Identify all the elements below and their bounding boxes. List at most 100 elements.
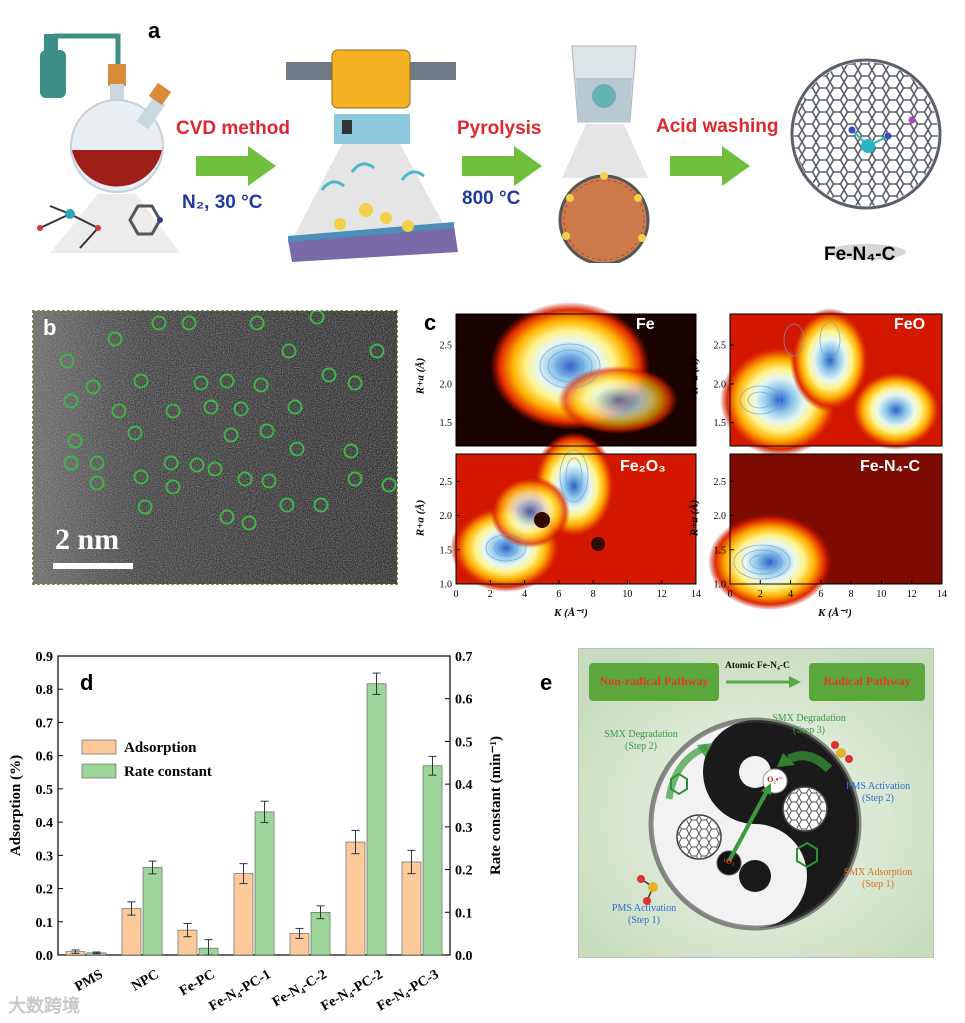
wavelet-map-fe [456,302,696,446]
watermark: 大数跨境 [8,996,80,1016]
c-ytick-label: 1.5 [440,418,453,429]
bar-rate-constant [254,811,275,956]
left-ytick-label: 0.2 [36,883,54,898]
bar-adsorption [345,841,366,956]
bar-adsorption [401,861,422,956]
wavelet-map-fe2o3 [450,432,696,592]
panel-d-chart: 0.0 0.1 0.2 0.3 0.4 0.5 0.6 0.7 0.8 0.9 0.0 0.1 0.2 0… [0,640,560,1023]
bar-rate-constant [366,683,387,956]
left-ytick-label: 0.9 [36,650,54,665]
right-ytick-label: 0.5 [455,735,473,750]
c-xlabel-right: K (Å⁻¹) [818,607,852,619]
left-axis-label: Adsorption (%) [8,755,24,856]
c-xtick-label: 8 [591,589,596,600]
c-ytick-label: 1.5 [440,545,453,556]
panel-letter-b: b [43,315,57,340]
category-label: NPC [129,967,161,994]
bar-chart: 0.0 0.1 0.2 0.3 0.4 0.5 0.6 0.7 0.8 0.9 0.0 0.1 0.2 0… [8,650,504,1015]
c-ytick-label: 2.5 [714,477,727,488]
c-ytick-label: 1.5 [714,545,727,556]
yin-yang-mechanism-diagram [579,649,933,957]
scale-bar [53,563,133,569]
flask-illustration [37,33,180,253]
c-xtick-label: 0 [728,589,733,600]
c-xtick-label: 12 [657,589,667,600]
category-label: PMS [72,967,105,995]
c-ylabel-bottom-left: R+a (Å) [414,499,427,537]
step3-method-label: Acid washing [656,116,779,137]
category-label: Fe-N₄-PC-2 [319,967,386,1014]
legend-label: Rate constant [124,764,212,780]
furnace-illustration [286,49,458,262]
wavelet-map-feo [720,308,942,456]
c-xtick-label: 4 [522,589,527,600]
legend-swatch [81,739,117,755]
c-xtick-label: 12 [907,589,917,600]
panel-letter-c: c [424,310,437,335]
right-ytick-label: 0.7 [455,650,473,665]
step3-arrow-icon [670,146,750,186]
c-ytick-label: 2.0 [714,379,727,390]
right-ytick-label: 0.1 [455,906,473,921]
left-ytick-label: 0.6 [36,750,54,765]
tem-micrograph [33,311,397,584]
step1-arrow-icon [196,146,276,186]
product-label: Fe-N₄-C [824,244,896,265]
c-xtick-label: 8 [849,589,854,600]
c-xtick-label: 6 [818,589,823,600]
c-ytick-label: 2.0 [440,511,453,522]
panel-b-tem-image: 2 nm b [32,310,398,585]
right-ytick-label: 0.0 [455,949,473,964]
legend-swatch [81,763,117,779]
left-ytick-label: 0.0 [36,949,54,964]
bar-adsorption [233,873,254,956]
bar-rate-constant [142,867,163,956]
smx-adsorption-step1-label: SMX Adsorption (Step 1) [843,867,913,890]
c-ytick-label: 1.0 [714,580,727,591]
step1-method-label: CVD method [176,118,290,139]
fullerene-cage-illustration [790,58,942,260]
pms-activation-step2-label: PMS Activation (Step 2) [845,781,911,804]
c-xtick-label: 10 [622,589,632,600]
c-ylabel-top-right: R+a (Å) [688,357,701,395]
smx-degradation-step3-label: SMX Degradation (Step 3) [772,713,846,736]
c-ytick-label: 2.5 [714,341,727,352]
c-xtick-label: 10 [876,589,886,600]
category-label: Fe-N₄-PC-1 [207,967,274,1014]
singlet-oxygen-species: ¹O₂ [723,857,735,866]
c-xtick-label: 2 [758,589,763,600]
c-ylabel-top-left: R+a (Å) [414,357,427,395]
left-ytick-label: 0.4 [36,816,54,831]
c-xtick-label: 4 [788,589,793,600]
right-ytick-label: 0.2 [455,864,473,879]
panel-a: a CVD method N₂, 30 °C [0,0,965,295]
map-label-feo: FeO [894,316,926,333]
map-label-fe2o3: Fe₂O₃ [620,458,666,475]
smx-degradation-step2-label: SMX Degradation (Step 2) [604,729,678,752]
right-ytick-label: 0.3 [455,821,473,836]
atomic-fe-n4-c-label: Atomic Fe-N₄-C [725,661,790,671]
panel-c: c [410,300,960,630]
left-ytick-label: 0.8 [36,683,54,698]
category-label: Fe-N₄-PC-3 [375,967,442,1014]
panel-letter-d: d [80,670,94,695]
right-ytick-label: 0.6 [455,693,473,708]
left-ytick-label: 0.7 [36,716,54,731]
c-ylabel-bottom-right: R+a (Å) [688,499,701,537]
bar-rate-constant [422,765,443,956]
step2-method-label: Pyrolysis [457,118,542,139]
c-xtick-label: 0 [454,589,459,600]
panel-e: Non-radical Pathway Radical Pathway Atom… [578,648,934,958]
c-xtick-label: 6 [556,589,561,600]
map-label-fe: Fe [636,316,655,333]
c-ytick-label: 2.0 [440,379,453,390]
category-label: Fe-PC [177,967,217,999]
panel-letter-e: e [540,670,553,695]
c-xtick-label: 14 [937,589,947,600]
c-xtick-label: 2 [488,589,493,600]
right-ytick-label: 0.4 [455,778,473,793]
left-ytick-label: 0.3 [36,849,54,864]
c-ytick-label: 2.5 [440,341,453,352]
c-ytick-label: 2.5 [440,477,453,488]
c-xlabel-left: K (Å⁻¹) [554,607,588,619]
